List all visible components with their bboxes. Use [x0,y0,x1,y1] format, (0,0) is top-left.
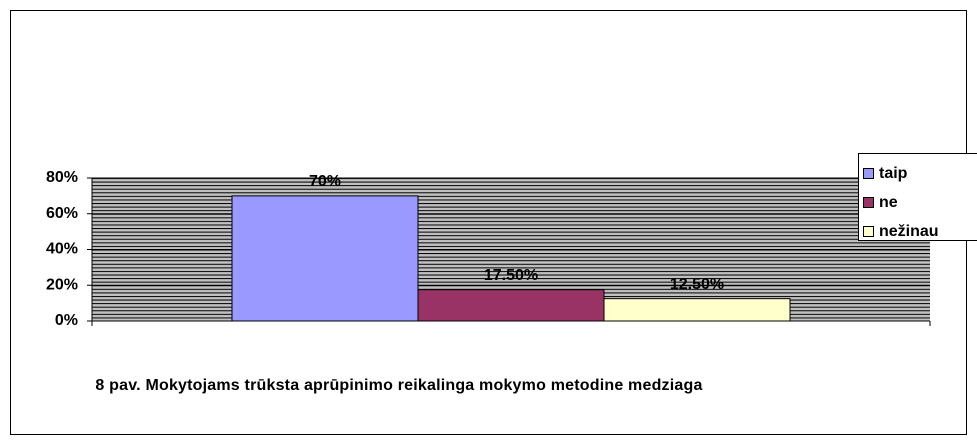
legend-label: ne [879,194,898,211]
legend-swatch [863,197,874,208]
y-tick-label: 0% [55,312,78,329]
legend-label: taip [879,165,908,182]
legend-label: nežinau [879,223,939,240]
data-label: 70% [309,173,341,190]
bar [417,289,605,322]
data-label: 12.50% [670,276,724,293]
data-label: 17.50% [484,267,538,284]
legend [858,153,977,241]
y-tick-label: 60% [46,205,78,222]
y-tick-label: 20% [46,276,78,293]
legend-swatch [863,226,874,237]
bar [603,298,791,322]
y-tick-label: 80% [46,169,78,186]
legend-swatch [863,168,874,179]
y-tick-label: 40% [46,241,78,258]
bar [231,195,419,322]
chart-caption: 8 pav. Mokytojams trūksta aprūpinimo rei… [95,377,703,394]
